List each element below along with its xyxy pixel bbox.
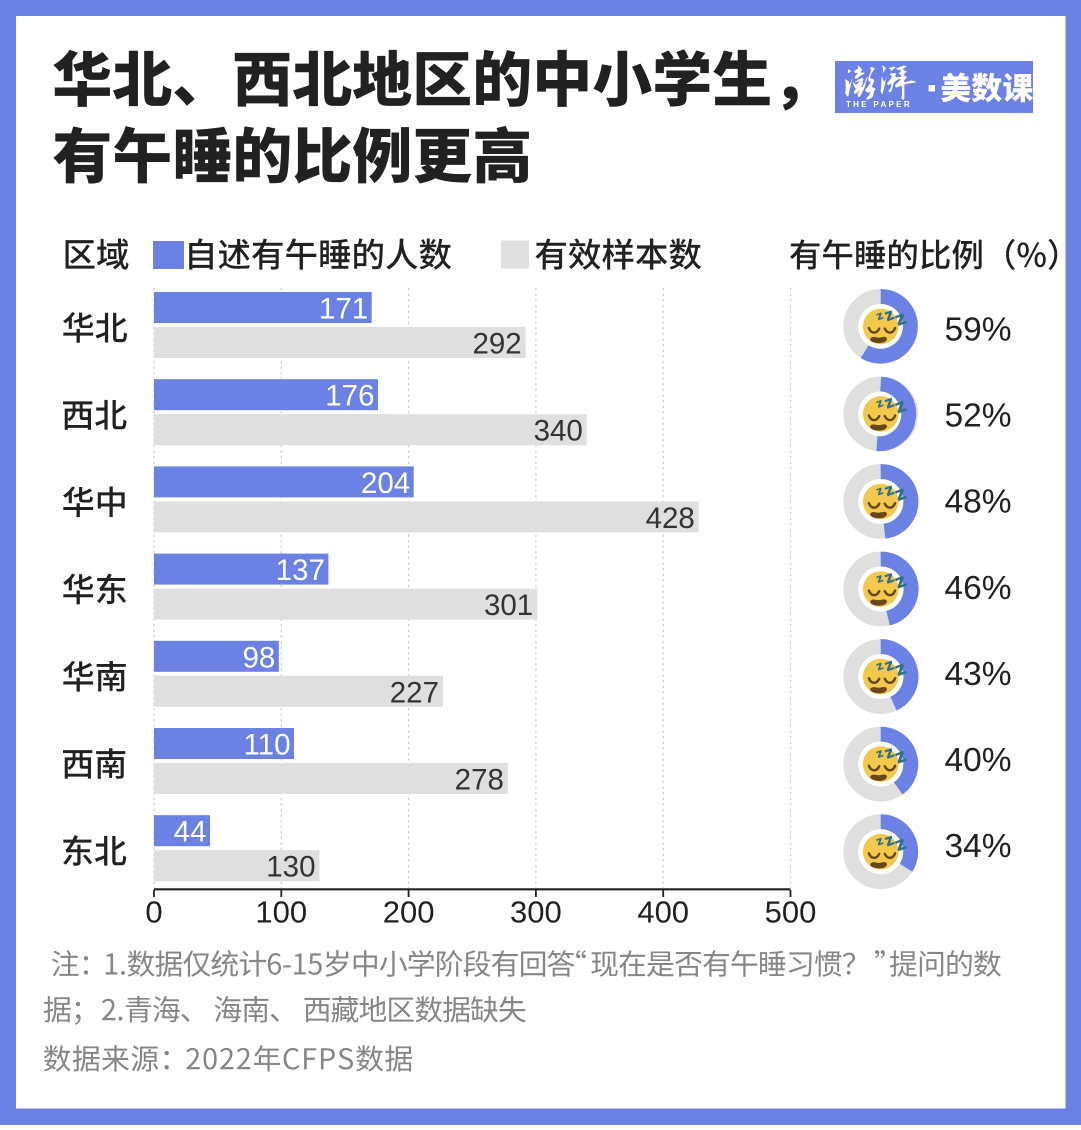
svg-text:176: 176 — [325, 380, 374, 413]
svg-text:40%: 40% — [945, 742, 1012, 779]
svg-text:204: 204 — [361, 467, 410, 500]
svg-text:400: 400 — [637, 895, 689, 930]
svg-text:130: 130 — [266, 851, 315, 884]
svg-text:THE PAPER: THE PAPER — [846, 100, 912, 109]
svg-text:340: 340 — [534, 415, 583, 448]
svg-text:278: 278 — [455, 764, 504, 797]
svg-text:137: 137 — [276, 554, 325, 587]
svg-text:301: 301 — [484, 589, 533, 622]
svg-text:48%: 48% — [945, 484, 1012, 521]
svg-text:34%: 34% — [945, 828, 1012, 865]
svg-text:59%: 59% — [945, 312, 1012, 349]
svg-text:500: 500 — [765, 895, 817, 930]
svg-text:44: 44 — [174, 816, 207, 849]
svg-text:110: 110 — [243, 729, 290, 762]
svg-text:0: 0 — [145, 895, 162, 930]
svg-text:46%: 46% — [945, 570, 1012, 607]
svg-text:428: 428 — [646, 502, 695, 535]
svg-text:171: 171 — [319, 293, 368, 326]
svg-text:292: 292 — [472, 328, 521, 361]
svg-text:227: 227 — [390, 676, 439, 709]
svg-text:98: 98 — [242, 641, 275, 674]
svg-text:300: 300 — [510, 895, 562, 930]
svg-text:43%: 43% — [945, 656, 1012, 693]
svg-text:100: 100 — [255, 895, 307, 930]
svg-text:52%: 52% — [945, 398, 1012, 435]
svg-text:200: 200 — [383, 895, 435, 930]
